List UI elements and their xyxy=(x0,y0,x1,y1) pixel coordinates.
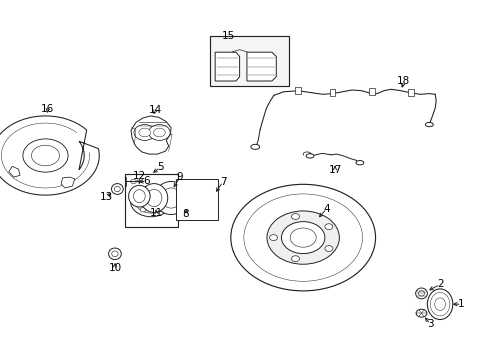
Ellipse shape xyxy=(427,289,452,320)
Ellipse shape xyxy=(114,186,120,192)
Circle shape xyxy=(230,184,375,291)
Circle shape xyxy=(148,125,170,140)
Ellipse shape xyxy=(146,189,162,207)
Ellipse shape xyxy=(111,184,123,194)
Polygon shape xyxy=(246,52,276,81)
Polygon shape xyxy=(215,52,239,81)
Text: 10: 10 xyxy=(108,263,121,273)
Text: 12: 12 xyxy=(132,171,146,181)
Bar xyxy=(175,179,217,220)
Circle shape xyxy=(266,211,339,264)
Text: 8: 8 xyxy=(182,209,189,219)
Polygon shape xyxy=(9,166,20,177)
Ellipse shape xyxy=(154,181,187,215)
Circle shape xyxy=(135,196,141,201)
Bar xyxy=(368,88,374,95)
Text: 11: 11 xyxy=(149,208,163,218)
Bar xyxy=(329,89,335,96)
Circle shape xyxy=(135,190,166,213)
Circle shape xyxy=(130,179,136,184)
Circle shape xyxy=(161,196,167,201)
Circle shape xyxy=(269,235,277,240)
Polygon shape xyxy=(61,177,75,188)
Circle shape xyxy=(289,228,316,247)
Text: 13: 13 xyxy=(100,192,113,202)
Text: 3: 3 xyxy=(426,319,433,329)
Ellipse shape xyxy=(425,122,432,127)
Circle shape xyxy=(143,196,159,207)
Ellipse shape xyxy=(140,184,167,212)
Circle shape xyxy=(134,125,155,140)
Bar xyxy=(124,174,177,227)
Text: 2: 2 xyxy=(436,279,443,289)
Circle shape xyxy=(244,194,362,281)
Circle shape xyxy=(291,256,299,262)
Circle shape xyxy=(139,128,150,137)
Ellipse shape xyxy=(418,291,424,296)
Ellipse shape xyxy=(176,192,193,208)
Text: 7: 7 xyxy=(219,177,226,187)
Bar xyxy=(407,89,413,96)
Circle shape xyxy=(156,208,162,212)
Polygon shape xyxy=(131,116,171,154)
Ellipse shape xyxy=(305,154,313,158)
Ellipse shape xyxy=(415,309,426,317)
Circle shape xyxy=(31,145,60,166)
Text: 9: 9 xyxy=(176,172,183,182)
Bar xyxy=(295,87,301,94)
Text: 5: 5 xyxy=(157,162,163,172)
Text: 1: 1 xyxy=(457,299,464,309)
Text: 17: 17 xyxy=(327,165,341,175)
Circle shape xyxy=(281,222,324,253)
Circle shape xyxy=(153,128,165,137)
Text: 15: 15 xyxy=(222,31,235,41)
Circle shape xyxy=(324,224,332,230)
Text: 6: 6 xyxy=(143,176,150,186)
Ellipse shape xyxy=(170,186,199,213)
Circle shape xyxy=(148,189,154,194)
Ellipse shape xyxy=(111,251,118,257)
Circle shape xyxy=(23,139,68,172)
Circle shape xyxy=(324,246,332,251)
Ellipse shape xyxy=(128,185,150,207)
Circle shape xyxy=(140,208,146,212)
Ellipse shape xyxy=(133,190,145,203)
Text: 14: 14 xyxy=(148,105,162,115)
Bar xyxy=(210,36,288,86)
Polygon shape xyxy=(0,116,99,195)
Circle shape xyxy=(130,186,171,217)
Ellipse shape xyxy=(429,292,449,316)
Ellipse shape xyxy=(250,144,259,149)
Text: 16: 16 xyxy=(41,104,55,114)
Circle shape xyxy=(291,213,299,220)
Text: 4: 4 xyxy=(323,204,329,214)
Ellipse shape xyxy=(355,161,363,165)
Ellipse shape xyxy=(188,189,207,207)
Ellipse shape xyxy=(161,188,181,208)
Ellipse shape xyxy=(434,298,445,310)
Text: 18: 18 xyxy=(396,76,410,86)
Ellipse shape xyxy=(415,288,427,299)
Ellipse shape xyxy=(181,183,214,213)
Ellipse shape xyxy=(108,248,121,260)
